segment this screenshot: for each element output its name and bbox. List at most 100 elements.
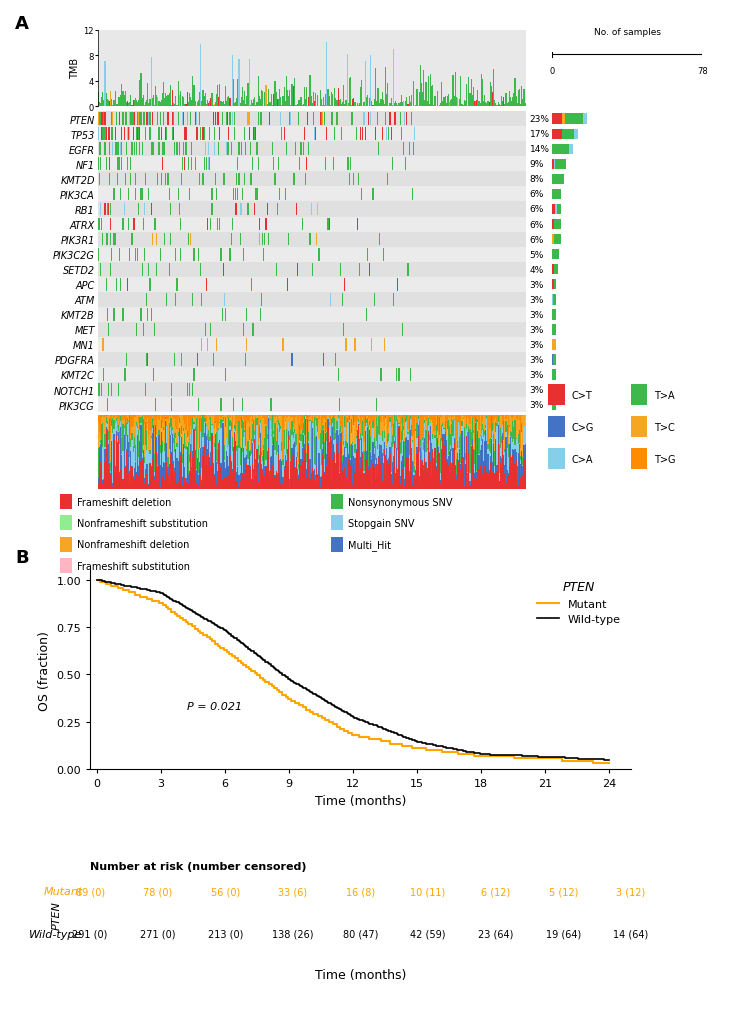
Bar	[262, 92, 264, 107]
Bar	[446, 104, 447, 107]
Bar	[188, 484, 189, 489]
Bar	[113, 434, 115, 440]
Bar	[188, 442, 189, 475]
Bar	[252, 443, 253, 465]
Bar	[125, 93, 126, 107]
Bar	[395, 435, 397, 437]
Bar	[415, 417, 417, 430]
Bar	[378, 144, 379, 156]
Bar	[502, 434, 503, 440]
Bar	[298, 476, 299, 479]
Bar	[353, 426, 354, 457]
Bar	[325, 95, 327, 107]
Bar	[176, 429, 178, 443]
Bar	[126, 113, 127, 126]
Bar	[503, 422, 505, 441]
Bar	[204, 466, 206, 489]
Text: 78: 78	[697, 67, 707, 76]
Bar	[347, 423, 348, 444]
Bar	[297, 105, 298, 107]
Text: 6 (12): 6 (12)	[481, 887, 510, 897]
Bar	[198, 473, 199, 476]
Bar	[294, 105, 296, 107]
Bar	[100, 463, 101, 489]
Bar	[185, 482, 187, 489]
Bar	[136, 475, 137, 489]
Bar	[517, 432, 518, 467]
Bar	[574, 129, 578, 140]
Bar	[369, 416, 370, 419]
Bar	[217, 218, 218, 231]
Bar	[143, 420, 144, 446]
Bar	[233, 416, 234, 420]
Bar	[279, 474, 280, 489]
Bar	[261, 455, 262, 465]
Bar	[429, 105, 430, 107]
Bar	[363, 416, 365, 442]
Bar	[485, 430, 487, 441]
Bar	[329, 97, 330, 107]
Bar	[143, 96, 144, 107]
Bar	[447, 430, 448, 460]
Bar	[233, 398, 234, 412]
Bar	[380, 100, 382, 107]
Bar	[360, 416, 361, 425]
Bar	[231, 438, 233, 451]
Bar	[291, 416, 293, 417]
Bar	[258, 233, 260, 247]
Bar	[117, 433, 118, 436]
Bar	[305, 173, 306, 186]
Bar	[287, 467, 288, 489]
Bar	[145, 173, 146, 186]
Bar	[449, 426, 451, 450]
Bar	[198, 398, 199, 412]
Bar	[219, 218, 221, 231]
Bar	[442, 423, 443, 427]
Bar	[383, 457, 384, 464]
Bar	[122, 451, 123, 479]
Bar	[485, 426, 487, 428]
Bar	[369, 421, 370, 426]
Bar	[183, 113, 185, 126]
Bar	[172, 431, 173, 435]
Bar	[318, 476, 320, 489]
Bar	[253, 470, 254, 481]
Bar	[240, 144, 242, 156]
Bar	[410, 103, 411, 107]
Bar	[180, 437, 181, 452]
Bar	[173, 419, 174, 438]
Bar	[203, 128, 204, 141]
Bar	[366, 249, 368, 261]
Bar	[384, 416, 385, 427]
Bar	[122, 416, 123, 421]
Bar	[487, 474, 489, 489]
Bar	[134, 437, 135, 449]
Bar	[324, 419, 325, 442]
Bar	[206, 427, 207, 436]
Bar	[400, 442, 401, 454]
Bar	[466, 429, 467, 436]
Bar	[291, 455, 293, 489]
Bar	[362, 128, 363, 141]
Bar	[138, 477, 140, 489]
Bar	[512, 98, 513, 107]
Bar	[144, 113, 145, 126]
Bar	[484, 416, 485, 432]
Bar	[179, 428, 180, 460]
Bar	[206, 457, 207, 489]
Bar	[326, 432, 327, 441]
Bar	[425, 468, 427, 489]
Bar	[195, 113, 197, 126]
Bar	[145, 384, 146, 396]
Bar	[439, 436, 440, 453]
Bar	[138, 204, 140, 216]
Bar	[407, 264, 409, 276]
Bar	[105, 418, 107, 424]
Bar	[212, 189, 213, 201]
Bar	[321, 454, 323, 489]
Bar	[191, 416, 192, 444]
Text: 3%: 3%	[529, 400, 544, 410]
Bar	[100, 416, 101, 439]
Bar	[552, 385, 556, 395]
Bar	[479, 466, 481, 489]
